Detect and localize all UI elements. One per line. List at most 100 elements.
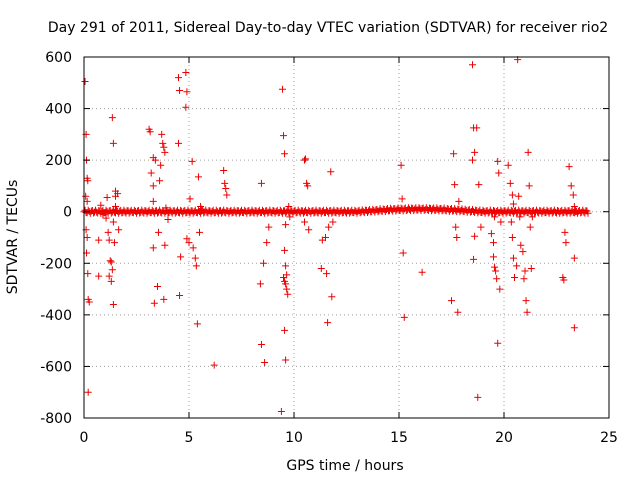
data-point: [220, 166, 228, 174]
data-point: [183, 235, 191, 243]
data-point: [490, 253, 497, 261]
data-point: [487, 230, 495, 238]
data-point: [256, 280, 264, 288]
data-point: [188, 157, 196, 165]
data-point: [562, 239, 570, 247]
axis-ticks: 0 5 10 15 20 25 -800 -600 -400 -200 0 200 400 600: [40, 50, 618, 446]
data-point: [102, 214, 110, 222]
y-tick-label: 0: [63, 205, 72, 221]
data-point: [571, 208, 579, 216]
y-tick-label: 400: [45, 102, 72, 118]
data-point: [526, 223, 534, 231]
data-point: [508, 191, 516, 199]
data-point: [569, 191, 577, 199]
data-point: [109, 301, 117, 309]
data-point: [109, 218, 117, 226]
x-tick-label: 15: [390, 430, 408, 446]
data-point: [277, 408, 285, 416]
data-point: [497, 218, 505, 226]
data-point: [95, 236, 103, 244]
y-tick-label: 200: [45, 153, 72, 169]
data-point: [192, 262, 200, 270]
data-point: [151, 156, 159, 164]
y-tick-label: 600: [45, 50, 72, 66]
data-point: [182, 68, 190, 76]
data-point: [115, 226, 123, 234]
data-point: [285, 203, 293, 211]
data-point: [193, 320, 201, 328]
data-point: [160, 143, 168, 151]
data-point: [286, 213, 294, 221]
data-point: [565, 163, 573, 171]
data-point: [265, 223, 273, 231]
data-point: [504, 161, 512, 169]
plot-frame: [83, 56, 610, 419]
data-point: [189, 244, 197, 252]
data-point: [194, 173, 202, 181]
data-point: [528, 213, 536, 221]
data-point: [515, 192, 523, 200]
data-point: [176, 87, 184, 95]
data-point: [210, 361, 218, 369]
data-point: [154, 282, 161, 290]
data-point: [570, 324, 578, 332]
data-point: [282, 221, 290, 229]
data-point: [508, 234, 516, 241]
data-point: [560, 276, 568, 284]
data-point: [107, 258, 115, 266]
data-point: [222, 185, 230, 193]
data-point: [103, 194, 111, 202]
data-point: [570, 203, 578, 211]
data-point: [282, 280, 290, 288]
data-point: [418, 268, 426, 276]
data-point: [301, 156, 308, 164]
data-point: [325, 223, 333, 231]
data-point: [191, 254, 199, 262]
data-point: [284, 290, 292, 298]
data-point: [524, 148, 532, 156]
data-point: [492, 267, 500, 275]
data-point: [491, 213, 499, 221]
data-point: [157, 161, 165, 169]
data-point: [280, 132, 287, 140]
y-tick-label: -200: [40, 256, 72, 272]
data-point: [149, 197, 157, 205]
data-point: [329, 218, 337, 226]
data-point: [260, 259, 268, 267]
data-point: [469, 61, 476, 69]
data-point: [99, 210, 107, 218]
data-point: [106, 257, 114, 265]
data-point: [493, 275, 501, 283]
data-point: [177, 253, 185, 261]
data-point: [494, 339, 502, 347]
data-point: [108, 266, 116, 274]
data-point: [149, 244, 157, 252]
data-point: [322, 234, 329, 241]
x-tick-label: 10: [285, 430, 303, 446]
data-point: [450, 150, 458, 158]
data-point: [161, 148, 169, 156]
data-point: [470, 255, 478, 263]
data-point: [156, 177, 164, 185]
data-point: [84, 388, 92, 396]
data-point: [282, 356, 290, 364]
data-point: [108, 114, 116, 122]
data-point: [160, 295, 168, 303]
data-point: [525, 182, 533, 190]
data-point: [471, 148, 479, 156]
data-point: [527, 264, 535, 272]
data-point: [110, 239, 118, 247]
data-point: [455, 197, 463, 205]
data-point: [398, 195, 406, 203]
data-point: [327, 168, 335, 176]
data-point: [301, 218, 308, 226]
data-point: [469, 156, 476, 164]
data-point: [261, 359, 269, 367]
data-point: [324, 319, 332, 327]
data-point: [198, 205, 206, 213]
data-point: [146, 128, 154, 136]
x-axis-label: GPS time / hours: [286, 458, 403, 474]
data-point: [522, 297, 530, 305]
data-point: [496, 285, 504, 293]
